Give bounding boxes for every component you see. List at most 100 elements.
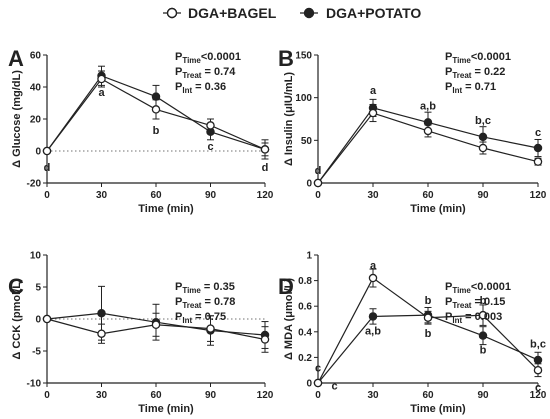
y-tick-label: 60 (30, 51, 42, 62)
x-tick-label: 30 (367, 190, 379, 201)
data-point (533, 365, 543, 375)
stat-value: = 0.15 (471, 296, 505, 308)
stat-p: P (175, 296, 182, 308)
significance-letter: c (207, 141, 213, 153)
stat-p: P (445, 51, 452, 63)
x-tick-label: 60 (150, 190, 162, 201)
panel-letter: A (8, 46, 24, 71)
data-point (533, 355, 543, 365)
data-point (313, 378, 323, 388)
y-axis-label: Δ MDA (μmol/L) (283, 278, 295, 360)
significance-letter: c (331, 381, 337, 393)
legend-marker-filled (303, 7, 315, 19)
stat-sub: Int (182, 86, 192, 95)
data-point (533, 157, 543, 166)
y-tick-label: 0 (35, 315, 41, 326)
stat-line: PTime<0.0001 (445, 281, 511, 295)
y-tick-label: 100 (295, 93, 312, 104)
x-tick-label: 0 (315, 190, 321, 201)
data-point (478, 132, 488, 142)
x-tick-label: 90 (477, 190, 489, 201)
stat-line: PTreat = 0.22 (445, 66, 505, 80)
y-tick-label: 0 (306, 379, 312, 390)
stat-p: P (175, 66, 182, 78)
significance-letter: a (370, 85, 377, 97)
stat-sub: Time (452, 286, 471, 295)
stat-sub: Int (452, 86, 462, 95)
y-tick-label: 5 (35, 283, 41, 294)
data-point (206, 324, 215, 333)
y-tick-label: 40 (30, 83, 42, 94)
data-point (368, 108, 378, 118)
y-tick-label: 20 (30, 115, 42, 126)
x-tick-label: 30 (96, 190, 108, 201)
y-tick-label: 0.4 (298, 327, 312, 338)
stat-value: = 0.74 (201, 66, 236, 78)
stat-line: PInt = 0.003 (445, 311, 502, 325)
series-potato (313, 98, 543, 188)
significance-letter: b (425, 295, 432, 307)
panel-letter: D (278, 274, 294, 299)
y-tick-label: -10 (27, 379, 42, 390)
data-point (151, 105, 161, 114)
x-tick-label: 30 (96, 390, 108, 401)
stat-p: P (445, 311, 452, 323)
series-bagel (313, 103, 543, 188)
data-point (42, 314, 52, 324)
stat-value: = 0.75 (192, 311, 226, 323)
data-point (533, 143, 543, 153)
stat-value: <0.0001 (471, 51, 511, 63)
x-tick-label: 90 (477, 390, 489, 401)
stat-p: P (445, 66, 452, 78)
stat-line: PTime = 0.35 (175, 281, 235, 295)
stat-sub: Int (452, 316, 462, 325)
data-point (423, 313, 433, 322)
y-tick-label: 10 (30, 251, 42, 262)
significance-letter: d (44, 162, 51, 174)
data-point (260, 335, 270, 344)
x-tick-label: 120 (257, 190, 274, 201)
stat-sub: Treat (452, 301, 471, 310)
legend-label-potato: DGA+POTATO (326, 5, 421, 21)
x-tick-label: 60 (422, 390, 434, 401)
data-point (151, 320, 161, 330)
stat-p: P (445, 281, 452, 293)
stat-line: PTreat = 0.74 (175, 66, 236, 80)
significance-letter: d (262, 162, 269, 174)
data-point (42, 146, 52, 156)
stat-line: PInt = 0.75 (175, 311, 226, 325)
significance-letter: c (535, 127, 541, 139)
stat-sub: Treat (452, 71, 471, 80)
stat-p: P (175, 311, 182, 323)
y-tick-label: -20 (27, 179, 42, 190)
stat-value: = 0.35 (201, 281, 235, 293)
stat-sub: Time (182, 286, 201, 295)
x-axis-label: Time (min) (138, 403, 194, 415)
significance-letter: a (370, 260, 377, 272)
y-tick-label: 0.6 (298, 302, 312, 313)
significance-letter: d (315, 165, 322, 177)
x-tick-label: 0 (315, 390, 321, 401)
significance-letter: a (98, 87, 105, 99)
significance-letter: b (480, 295, 487, 307)
y-tick-label: 0 (306, 179, 312, 190)
significance-letter: b (425, 328, 432, 340)
stat-sub: Time (452, 56, 471, 65)
stat-value: = 0.78 (201, 296, 235, 308)
y-tick-label: 1 (306, 251, 312, 262)
x-tick-label: 60 (150, 390, 162, 401)
significance-letter: b (480, 345, 487, 357)
stat-p: P (445, 296, 452, 308)
x-axis-label: Time (min) (138, 203, 194, 215)
data-point (423, 126, 433, 136)
data-point (97, 308, 106, 318)
x-axis-label: Time (min) (410, 203, 466, 215)
x-tick-label: 0 (44, 390, 50, 401)
data-point (368, 312, 378, 321)
x-tick-label: 120 (530, 390, 547, 401)
stat-line: PTime<0.0001 (175, 51, 241, 65)
stat-p: P (175, 81, 182, 93)
